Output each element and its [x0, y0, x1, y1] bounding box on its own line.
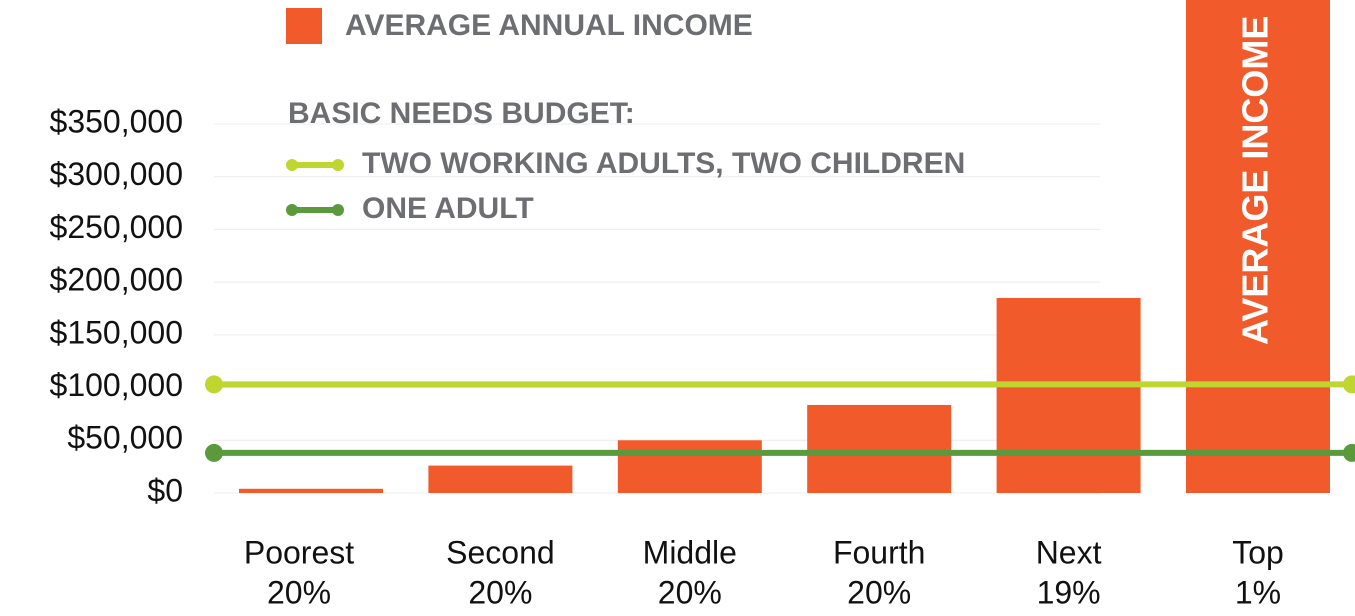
bar	[1186, 0, 1330, 494]
x-tick-label: 20%	[267, 574, 331, 610]
bar	[428, 465, 573, 493]
legend-label: AVERAGE ANNUAL INCOME	[345, 9, 753, 42]
reference-line-end	[1343, 375, 1355, 394]
legend-label: ONE ADULT	[362, 192, 534, 225]
y-tick-label: $200,000	[50, 262, 183, 298]
y-tick-label: $100,000	[50, 367, 183, 403]
x-tick-label: 1%	[1235, 574, 1281, 610]
legend-dot	[332, 159, 344, 171]
y-tick-label: $50,000	[67, 420, 183, 456]
x-tick-label: Top	[1232, 534, 1284, 570]
legend-label: TWO WORKING ADULTS, TWO CHILDREN	[362, 147, 965, 180]
x-tick-label: Poorest	[244, 534, 354, 570]
bar	[996, 297, 1141, 493]
legend-dot	[286, 159, 298, 171]
legend-group-title: BASIC NEEDS BUDGET:	[288, 97, 635, 130]
bar	[239, 488, 383, 493]
y-tick-label: $300,000	[50, 156, 183, 192]
reference-line-end	[205, 443, 223, 462]
x-tick-label: Middle	[643, 534, 737, 570]
bar	[617, 440, 762, 493]
x-tick-label: 20%	[468, 574, 532, 610]
x-tick-label: 20%	[847, 574, 911, 610]
y-tick-label: $250,000	[50, 209, 183, 245]
reference-line-end	[1343, 443, 1355, 462]
x-tick-label: 20%	[658, 574, 722, 610]
legend-dot	[332, 204, 344, 216]
reference-line-end	[205, 375, 223, 394]
y-tick-label: $350,000	[50, 103, 183, 139]
bar-annotation: AVERAGE INCOME	[1235, 16, 1276, 345]
legend-swatch	[286, 8, 322, 44]
x-tick-label: Next	[1036, 534, 1102, 570]
y-tick-label: $150,000	[50, 314, 183, 350]
x-tick-label: 19%	[1037, 574, 1101, 610]
x-tick-label: Second	[446, 534, 555, 570]
y-tick-label: $0	[147, 472, 183, 508]
x-tick-label: Fourth	[833, 534, 925, 570]
bar	[807, 404, 952, 493]
legend-dot	[286, 204, 298, 216]
